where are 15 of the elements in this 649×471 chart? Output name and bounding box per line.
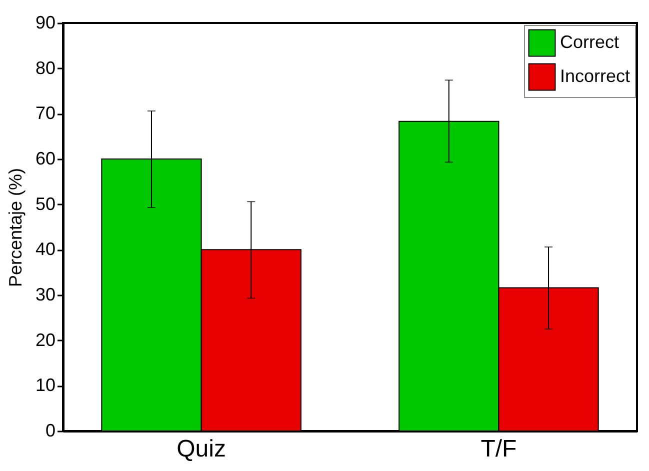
y-tick-label: 60	[35, 148, 56, 168]
y-tick-label: 20	[35, 330, 56, 350]
legend-label: Incorrect	[560, 66, 630, 86]
y-tick-label: 50	[35, 194, 56, 214]
y-tick-label: 90	[35, 12, 56, 32]
y-tick-label: 80	[35, 58, 56, 78]
x-tick-label: Quiz	[176, 436, 226, 462]
legend-label: Correct	[560, 32, 620, 52]
y-axis-title: Percentaje (%)	[5, 168, 26, 288]
x-tick-label: T/F	[480, 436, 517, 462]
y-tick-label: 0	[45, 420, 56, 440]
y-tick-label: 30	[35, 284, 56, 304]
y-tick-label: 10	[35, 375, 56, 396]
y-tick-label: 40	[35, 239, 56, 260]
y-tick-label: 70	[35, 103, 56, 124]
